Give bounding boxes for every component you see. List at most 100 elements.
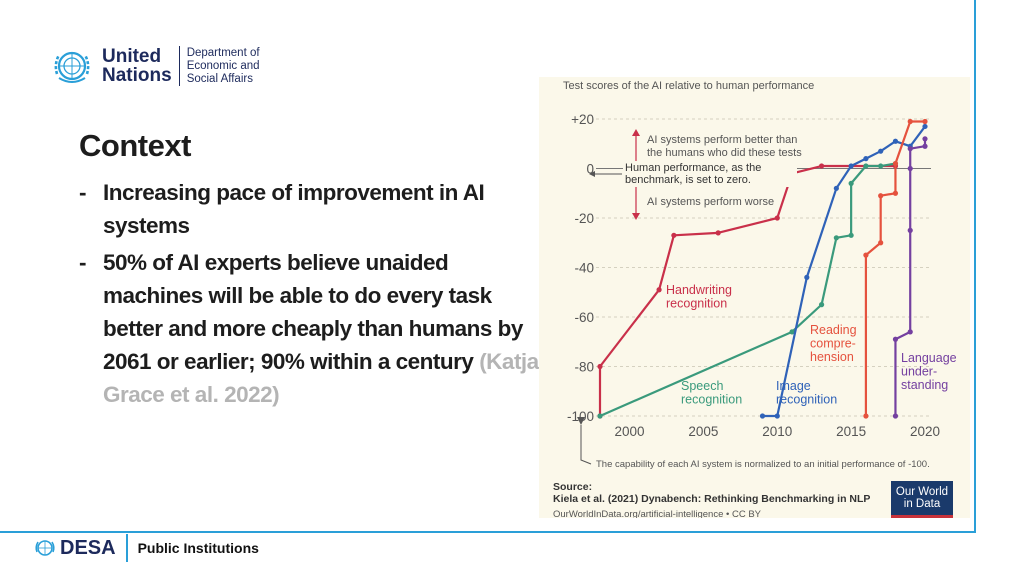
series-label: Image: [776, 379, 811, 393]
owid-logo: Our World in Data: [891, 481, 953, 518]
footer-section: Public Institutions: [137, 540, 259, 556]
chart-title: Test scores of the AI relative to human …: [563, 80, 814, 92]
data-point: [818, 302, 825, 308]
accent-border-right: [974, 0, 976, 532]
org-name-line1: United: [102, 46, 162, 67]
data-point: [759, 413, 766, 419]
data-point: [892, 138, 899, 144]
normalize-arrow-head: [577, 417, 585, 425]
bullet-dash: -: [79, 250, 87, 275]
logo-divider: [178, 46, 180, 86]
data-point: [892, 336, 899, 342]
data-point: [804, 274, 810, 280]
bullet-list: - Increasing pace of improvement in AI s…: [79, 176, 539, 415]
bullet-item: - Increasing pace of improvement in AI s…: [79, 176, 539, 242]
data-point: [878, 148, 884, 154]
series-label: under-: [901, 365, 937, 379]
data-point: [863, 413, 869, 419]
series-label: recognition: [666, 297, 727, 311]
desa-brand: DESA: [60, 536, 116, 559]
data-point: [656, 287, 662, 293]
citation: (Katja Grace et al. 2022): [103, 349, 539, 407]
department-name: Department of Economic and Social Affair…: [187, 47, 260, 86]
data-point: [597, 363, 603, 370]
normalization-note: The capability of each AI system is norm…: [596, 459, 930, 470]
data-point: [848, 180, 854, 186]
y-tick-label: -40: [574, 261, 594, 276]
data-point: [597, 413, 603, 419]
series-label: Language: [901, 351, 957, 365]
x-tick-label: 2020: [910, 424, 940, 439]
data-point: [892, 190, 899, 196]
data-point: [863, 163, 869, 169]
series-label: recognition: [681, 393, 742, 407]
data-point: [818, 163, 825, 169]
data-point: [878, 240, 884, 246]
data-point: [848, 232, 854, 238]
x-tick-label: 2015: [836, 424, 866, 439]
data-point: [907, 329, 913, 335]
accent-border-bottom: [0, 531, 976, 533]
org-name-line2: Nations: [102, 65, 172, 86]
dept-line1: Department of: [186, 46, 260, 59]
series-label: hension: [810, 350, 854, 364]
source-url: OurWorldInData.org/artificial-intelligen…: [553, 509, 762, 518]
data-point: [848, 163, 854, 169]
data-point: [715, 230, 721, 236]
bullet-item: - 50% of AI experts believe unaided mach…: [79, 246, 539, 411]
data-point: [863, 252, 869, 258]
bullet-text: 50% of AI experts believe unaided machin…: [103, 250, 523, 374]
data-point: [892, 160, 899, 167]
ai-performance-chart: +20 0 -20 -40 -60 -80 -100 2000 2005 2010 2015 2020…: [539, 77, 970, 518]
data-point: [922, 123, 928, 130]
annotation-below: AI systems perform worse: [647, 196, 774, 208]
series-label: Handwriting: [666, 283, 732, 297]
annotation-baseline: Human performance, as the: [625, 162, 761, 174]
data-point: [878, 193, 884, 199]
data-point: [922, 143, 928, 149]
y-tick-label: -80: [574, 360, 594, 375]
data-point: [789, 329, 795, 335]
bullet-dash: -: [79, 180, 87, 205]
y-tick-label: 0: [586, 162, 594, 177]
data-point: [833, 235, 839, 241]
chart-svg: +20 0 -20 -40 -60 -80 -100 2000 2005 2010 2015 2020…: [553, 80, 957, 518]
y-tick-label: -60: [574, 310, 594, 325]
owid-line1: Our World: [895, 486, 949, 498]
series-label: recognition: [776, 393, 837, 407]
bullet-text: Increasing pace of improvement in AI sys…: [103, 180, 485, 238]
data-point: [907, 165, 913, 172]
series-label: Speech: [681, 379, 723, 393]
arrow-up-head: [632, 129, 640, 136]
series-line: [864, 120, 925, 416]
y-tick-label: +20: [571, 112, 594, 127]
data-point: [892, 413, 899, 419]
source-label: Source:: [553, 481, 592, 493]
x-tick-label: 2000: [615, 424, 645, 439]
data-point: [833, 185, 839, 191]
slide-title: Context: [79, 128, 191, 163]
data-point: [907, 227, 913, 233]
dept-line3: Social Affairs: [186, 72, 253, 85]
data-point: [774, 413, 780, 419]
un-emblem-icon: [54, 51, 90, 83]
annotation-above: AI systems perform better than: [647, 134, 797, 146]
data-point: [774, 215, 780, 221]
data-point: [907, 146, 913, 152]
baseline-pointer-head: [589, 171, 595, 177]
data-point: [922, 118, 928, 125]
un-emblem-small-icon: [35, 540, 55, 556]
footer: DESA Public Institutions: [34, 534, 259, 562]
y-tick-label: -100: [567, 409, 594, 424]
data-point: [907, 118, 913, 125]
series-label: standing: [901, 378, 948, 392]
y-tick-label: -20: [574, 211, 594, 226]
data-point: [878, 163, 884, 169]
source-text: Kiela et al. (2021) Dynabench: Rethinkin…: [553, 493, 870, 505]
dept-line2: Economic and: [186, 59, 260, 72]
data-point: [671, 232, 677, 238]
series-label: Reading: [810, 323, 857, 337]
baseline-label-bg: [623, 161, 797, 187]
arrow-down-head: [632, 213, 640, 220]
series-label: compre-: [810, 337, 856, 351]
